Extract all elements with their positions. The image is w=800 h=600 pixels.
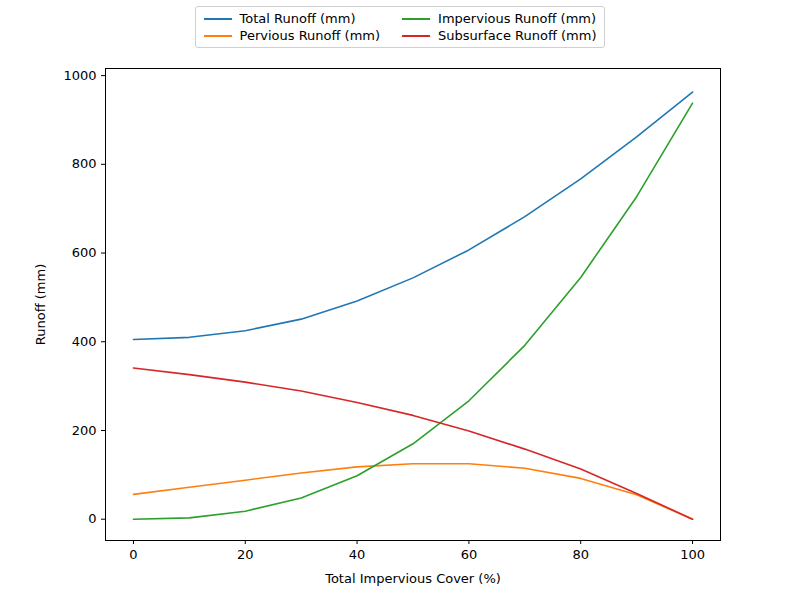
svg-text:0: 0 xyxy=(88,511,96,526)
svg-text:Total Impervious Cover (%): Total Impervious Cover (%) xyxy=(324,571,501,586)
svg-text:Runoff (mm): Runoff (mm) xyxy=(33,264,48,345)
svg-text:60: 60 xyxy=(461,547,478,562)
html-text:Impervious Runoff (mm): Impervious Runoff (mm) xyxy=(438,11,596,26)
html-text:Total Runoff (mm): Total Runoff (mm) xyxy=(239,11,356,26)
svg-text:40: 40 xyxy=(349,547,366,562)
svg-text:200: 200 xyxy=(72,423,97,438)
svg-text:800: 800 xyxy=(72,156,97,171)
html-text:Subsurface Runoff (mm): Subsurface Runoff (mm) xyxy=(438,28,597,43)
svg-text:80: 80 xyxy=(572,547,589,562)
svg-text:1000: 1000 xyxy=(63,68,96,83)
html-text:Pervious Runoff (mm): Pervious Runoff (mm) xyxy=(239,28,381,43)
svg-text:400: 400 xyxy=(72,334,97,349)
svg-text:0: 0 xyxy=(129,547,137,562)
svg-text:20: 20 xyxy=(237,547,254,562)
svg-text:100: 100 xyxy=(680,547,705,562)
svg-text:600: 600 xyxy=(72,245,97,260)
